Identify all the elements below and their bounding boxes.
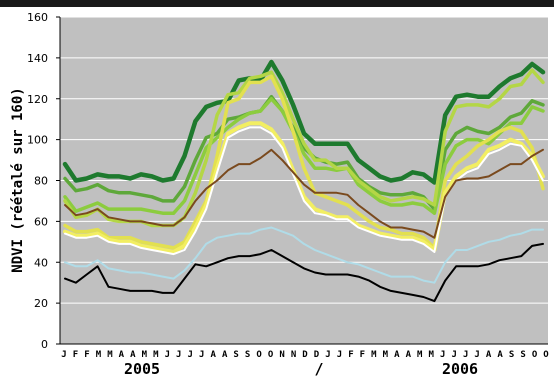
x-month-label: O: [256, 350, 262, 360]
series-line-9: [64, 226, 544, 284]
x-month-label: F: [73, 350, 78, 360]
y-tick-label: 20: [34, 297, 48, 310]
y-tick-label: 160: [27, 11, 48, 24]
x-month-label: M: [142, 350, 148, 360]
x-month-label: O: [532, 350, 538, 360]
x-month-label: M: [417, 350, 423, 360]
y-tick-label: 40: [34, 256, 48, 269]
x-month-label: J: [463, 350, 468, 360]
x-month-label: J: [440, 350, 445, 360]
x-month-label: S: [520, 350, 525, 360]
x-month-label: J: [176, 350, 181, 360]
x-month-label: M: [429, 350, 435, 360]
x-month-label: A: [210, 350, 216, 360]
x-month-label: M: [96, 350, 102, 360]
x-month-label: S: [509, 350, 514, 360]
series-group: [62, 59, 546, 303]
x-month-label: A: [406, 350, 412, 360]
x-month-label: N: [279, 350, 284, 360]
series-line-6: [63, 121, 545, 254]
x-month-label: N: [291, 350, 296, 360]
x-month-label: A: [486, 350, 492, 360]
series-line-2: [63, 94, 545, 211]
x-month-label: O: [268, 350, 274, 360]
top-bar: [0, 0, 554, 7]
x-month-label: M: [107, 350, 113, 360]
x-year-label: 2005: [124, 360, 160, 378]
x-month-label: J: [61, 350, 66, 360]
x-month-label: F: [84, 350, 89, 360]
y-tick-label: 140: [27, 52, 48, 65]
x-month-label: A: [497, 350, 503, 360]
x-year-label: 2006: [442, 360, 478, 378]
x-month-label: J: [199, 350, 204, 360]
y-tick-label: 0: [41, 338, 48, 351]
x-month-label: M: [371, 350, 377, 360]
series-line-3: [63, 97, 545, 215]
y-tick-label: 60: [34, 215, 48, 228]
x-month-label: S: [245, 350, 250, 360]
x-month-label: F: [348, 350, 353, 360]
x-month-label: J: [451, 350, 456, 360]
x-month-label: M: [383, 350, 389, 360]
x-month-label: J: [337, 350, 342, 360]
x-month-label: D: [314, 350, 320, 360]
x-month-label: D: [302, 350, 308, 360]
series-line-8: [64, 148, 544, 239]
series-line-10: [64, 242, 544, 303]
y-tick-label: 120: [27, 93, 48, 106]
x-month-label: J: [474, 350, 479, 360]
series-line-1: [62, 59, 546, 185]
x-month-label: S: [233, 350, 238, 360]
y-tick-label: 100: [27, 134, 48, 147]
x-month-label: J: [165, 350, 170, 360]
series-line-7: [64, 126, 544, 256]
x-year-label: /: [314, 360, 323, 378]
x-month-label: A: [222, 350, 228, 360]
x-month-label: O: [543, 350, 549, 360]
y-tick-label: 80: [34, 175, 48, 188]
x-month-label: M: [153, 350, 159, 360]
x-month-label: J: [188, 350, 193, 360]
series-line-5: [63, 74, 545, 250]
x-month-label: J: [325, 350, 330, 360]
x-month-label: A: [130, 350, 136, 360]
y-axis-label: NDVI (réétalé sur 160): [10, 87, 26, 272]
x-month-label: A: [394, 350, 400, 360]
x-month-label: F: [360, 350, 365, 360]
x-month-label: A: [119, 350, 125, 360]
